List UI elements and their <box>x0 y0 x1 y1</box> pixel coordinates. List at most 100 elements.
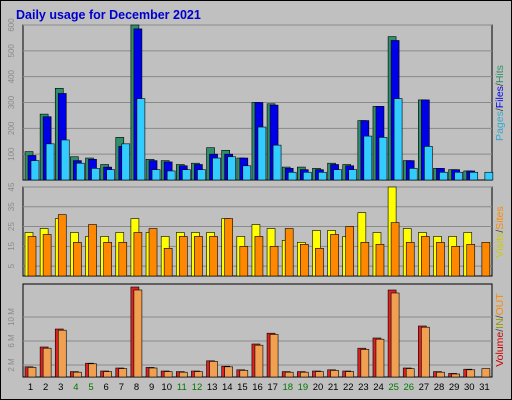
side-legend-2: Volume/IN/OUT <box>494 293 506 367</box>
y-tick-label: 45 <box>7 182 16 191</box>
legend-in: IN <box>494 318 506 329</box>
y-tick-label: 600 <box>7 18 16 32</box>
bar-visits-sites <box>254 236 264 277</box>
legend-out: OUT <box>494 293 506 316</box>
bar-hits-pages <box>469 171 479 181</box>
bar-hits-pages <box>76 162 85 181</box>
y-tick-label: 2 M <box>7 358 16 372</box>
y-tick-label: 100 <box>7 147 16 161</box>
bar-volume-out <box>27 367 37 378</box>
bar-volume-out <box>405 368 415 378</box>
bar-hits-pages <box>378 137 388 181</box>
bar-volume-out <box>451 373 460 378</box>
bar-hits-pages <box>166 170 176 181</box>
bar-visits-sites <box>390 222 400 277</box>
legend-files: Files <box>494 86 506 108</box>
panel-hits: 100 200 300 400 500 600 <box>7 18 494 181</box>
x-tick-label: 29 <box>449 382 460 393</box>
side-legend-1: Visits/Sites <box>494 206 506 257</box>
bar-visits-sites <box>224 218 233 277</box>
x-tick-label: 10 <box>161 382 172 393</box>
bar-volume-out <box>42 347 52 378</box>
bar-volume-out <box>239 370 249 378</box>
bar-hits-pages <box>212 157 221 181</box>
bar-visits-sites <box>209 236 218 277</box>
bar-hits-pages <box>333 169 342 181</box>
x-tick-label: 15 <box>237 382 248 393</box>
bar-volume-out <box>133 289 143 378</box>
bar-volume-out <box>300 371 309 378</box>
x-tick-label: 21 <box>328 382 339 393</box>
legend-volume: Volume <box>494 332 506 367</box>
bar-visits-sites <box>284 228 294 277</box>
legend-sep: / <box>494 83 506 86</box>
bar-visits-sites <box>300 244 309 277</box>
bar-volume-out <box>315 371 324 378</box>
y-tick-label: 5 <box>7 263 16 268</box>
x-tick-label: 28 <box>434 382 445 393</box>
bar-visits-sites <box>330 234 339 277</box>
bar-volume-out <box>148 367 158 378</box>
bar-visits-sites <box>88 224 97 277</box>
bar-hits-pages <box>30 160 40 181</box>
bar-volume-out <box>194 371 203 378</box>
bar-hits-pages <box>439 171 448 181</box>
bar-visits-sites <box>360 242 370 277</box>
y-tick-label: 200 <box>7 121 16 135</box>
x-tick-label: 31 <box>479 382 490 393</box>
bar-hits-pages <box>257 126 267 181</box>
bar-visits-sites <box>345 226 355 277</box>
bar-volume-out <box>284 371 294 378</box>
x-tick-label: 9 <box>149 382 154 393</box>
x-tick-label: 11 <box>177 382 187 393</box>
x-tick-label: 5 <box>88 382 93 393</box>
side-legend-0: Pages/Files/Hits <box>494 65 506 141</box>
bar-hits-pages <box>393 98 403 181</box>
bar-visits-sites <box>269 246 279 277</box>
panel-visits: 5 15 25 35 45 <box>7 182 493 277</box>
legend-sites: Sites <box>494 206 506 229</box>
bar-hits-pages <box>227 156 236 181</box>
legend-hits: Hits <box>494 65 506 83</box>
bar-volume-out <box>421 326 430 378</box>
bar-hits-pages <box>91 168 100 181</box>
bar-volume-out <box>481 368 491 378</box>
x-tick-label: 12 <box>192 382 203 393</box>
legend-pages: Pages <box>494 111 506 141</box>
bar-visits-sites <box>178 236 188 277</box>
bar-volume-out <box>209 361 218 378</box>
bar-visits-sites <box>451 246 460 277</box>
x-tick-label: 8 <box>134 382 139 393</box>
x-tick-label: 1 <box>28 382 33 393</box>
bar-volume-out <box>269 334 279 378</box>
x-tick-label: 22 <box>343 382 354 393</box>
bar-hits-pages <box>60 139 70 181</box>
bar-visits-sites <box>315 248 324 277</box>
y-tick-label: 400 <box>7 69 16 83</box>
bar-volume-out <box>118 368 128 378</box>
bar-visits-sites <box>466 244 476 277</box>
bar-volume-out <box>345 371 355 378</box>
bar-volume-out <box>163 371 173 378</box>
legend-sep: / <box>494 329 506 332</box>
y-tick-label: 35 <box>7 202 16 211</box>
legend-sep: / <box>494 230 506 233</box>
x-axis-day-labels: 1 2 3 4 5 6 7 8 9 10 11 12 13 14 15 16 17 18 19 20 21 22 23 24 2… <box>28 382 490 393</box>
bar-hits-pages <box>136 98 146 181</box>
y-tick-label: 6 M <box>7 334 16 348</box>
x-tick-label: 17 <box>267 382 278 393</box>
bar-volume-out <box>57 329 67 378</box>
bar-volume-out <box>73 371 82 378</box>
bar-hits-pages <box>45 143 55 181</box>
x-tick-label: 3 <box>58 382 63 393</box>
side-legend-labels: Pages/Files/HitsVisits/SitesVolume/IN/OU… <box>494 65 506 367</box>
bar-visits-sites <box>375 244 385 277</box>
bar-visits-sites <box>436 242 445 277</box>
legend-visits: Visits <box>494 233 506 258</box>
bar-volume-out <box>375 338 385 378</box>
y-tick-label: 300 <box>7 95 16 109</box>
bar-hits-pages <box>348 169 358 181</box>
bar-hits-pages <box>151 169 161 181</box>
